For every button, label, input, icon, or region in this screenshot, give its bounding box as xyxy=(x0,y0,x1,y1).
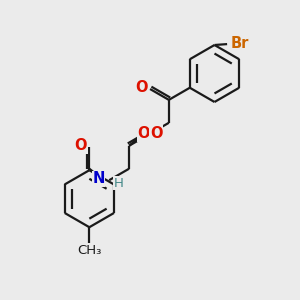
Text: Br: Br xyxy=(231,36,249,51)
Text: CH₃: CH₃ xyxy=(77,244,101,257)
Text: O: O xyxy=(75,138,87,153)
Text: O: O xyxy=(137,126,150,141)
Text: O: O xyxy=(135,80,148,95)
Text: H: H xyxy=(114,177,124,190)
Text: N: N xyxy=(92,172,105,187)
Text: O: O xyxy=(150,126,163,141)
